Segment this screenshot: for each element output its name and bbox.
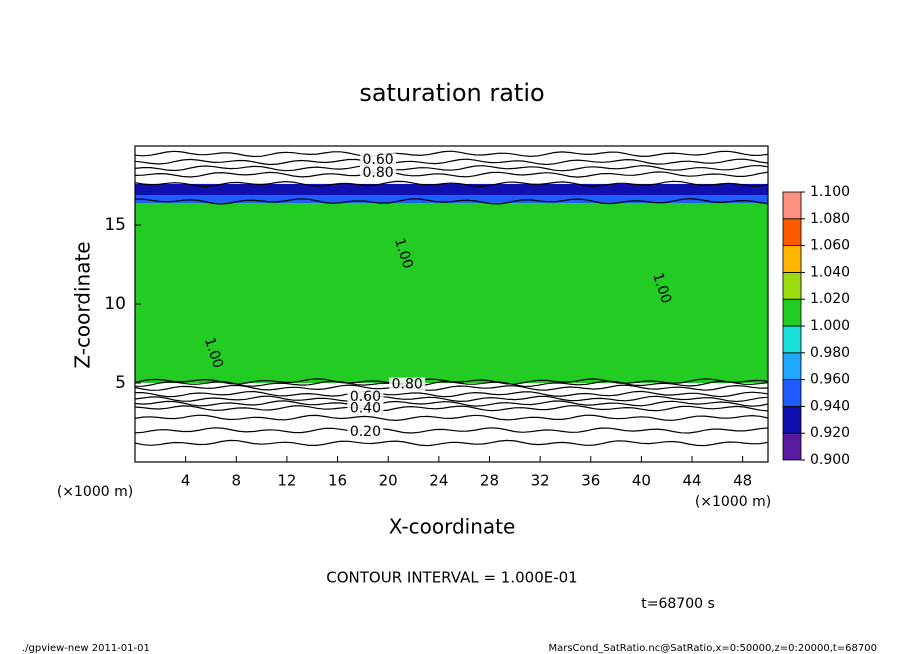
colorbar-bin — [782, 325, 802, 354]
colorbar-bin — [782, 352, 802, 380]
contour-label-bg — [360, 165, 397, 180]
colorbar-tick-label: 1.060 — [810, 238, 850, 254]
contour-line — [134, 400, 769, 407]
x-tick-label: 12 — [277, 472, 296, 490]
x-tick-label: 24 — [429, 472, 448, 490]
contour-line — [134, 384, 769, 391]
contour-line — [134, 395, 769, 403]
colorbar-tick-label: 1.000 — [810, 318, 850, 334]
y-axis-label: Z-coordinate — [71, 241, 95, 368]
time-label: t=68700 s — [641, 596, 715, 612]
contour-label: 0.40 — [350, 400, 381, 416]
y-tick-label: 10 — [104, 294, 126, 314]
colorbar-bin — [782, 298, 802, 327]
colorbar-tick-label: 1.040 — [810, 264, 850, 280]
colorbar-tick-label: 1.020 — [810, 291, 850, 307]
contour-label: 0.20 — [350, 424, 381, 440]
x-tick-label: 48 — [733, 472, 752, 490]
contour-line — [134, 427, 769, 434]
footer-right: MarsCond_SatRatio.nc@SatRatio,x=0:50000,… — [548, 643, 877, 654]
x-axis-label: X-coordinate — [389, 515, 516, 539]
y-tick-label: 15 — [104, 215, 126, 235]
x-tick-label: 28 — [480, 472, 499, 490]
x-tick-label: 16 — [328, 472, 347, 490]
contour-line — [134, 405, 769, 412]
colorbar-bin — [782, 271, 802, 300]
contour-label-bg — [347, 390, 384, 405]
contour-line — [134, 414, 769, 422]
x-tick-label: 40 — [632, 472, 651, 490]
x-tick-label: 4 — [181, 472, 191, 490]
colorbar-bin — [782, 432, 802, 461]
contour-interval: CONTOUR INTERVAL = 1.000E-01 — [326, 569, 577, 587]
x-tick-label: 20 — [379, 472, 398, 490]
contour-line — [134, 171, 769, 178]
x-tick-label: 44 — [682, 472, 701, 490]
y-unit: (×1000 m) — [57, 484, 133, 500]
contour-line — [134, 158, 769, 166]
colorbar-tick-label: 0.980 — [810, 345, 850, 361]
contour-label: 0.60 — [362, 152, 393, 168]
contour-line — [134, 164, 769, 172]
y-tick-label: 5 — [115, 373, 126, 393]
shaded-band — [135, 201, 768, 383]
colorbar-bin — [782, 218, 802, 247]
contour-line — [135, 390, 769, 398]
contour-line — [134, 197, 769, 205]
contour-label: 0.80 — [392, 377, 423, 393]
colorbar-tick-label: 0.920 — [810, 425, 850, 441]
contour-label-bg — [347, 424, 384, 439]
contour-label-bg — [347, 401, 384, 416]
colorbar-tick-label: 1.080 — [810, 211, 850, 227]
contour-line — [134, 439, 769, 447]
contour-label-bg — [389, 377, 426, 392]
colorbar-tick-label: 1.100 — [810, 184, 850, 200]
colorbar-bin — [782, 405, 802, 434]
x-unit: (×1000 m) — [695, 494, 771, 510]
contour-line — [134, 180, 769, 188]
footer-left: ./gpview-new 2011-01-01 — [22, 643, 150, 654]
x-tick-label: 8 — [232, 472, 242, 490]
colorbar-tick-label: 0.960 — [810, 372, 850, 388]
colorbar-bin — [782, 245, 802, 273]
colorbar-bin — [782, 191, 802, 220]
x-tick-label: 32 — [531, 472, 550, 490]
contour-line — [134, 378, 769, 385]
contour-label: 0.80 — [362, 165, 393, 181]
contour-label-bg — [360, 153, 397, 168]
x-tick-label: 36 — [581, 472, 600, 490]
colorbar-bin — [782, 379, 802, 407]
chart-title: saturation ratio — [359, 79, 544, 107]
shaded-band — [135, 183, 768, 195]
colorbar-tick-label: 0.940 — [810, 398, 850, 414]
contour-label: 0.60 — [350, 389, 381, 405]
colorbar-tick-label: 0.900 — [810, 452, 850, 468]
contour-line — [134, 150, 769, 158]
